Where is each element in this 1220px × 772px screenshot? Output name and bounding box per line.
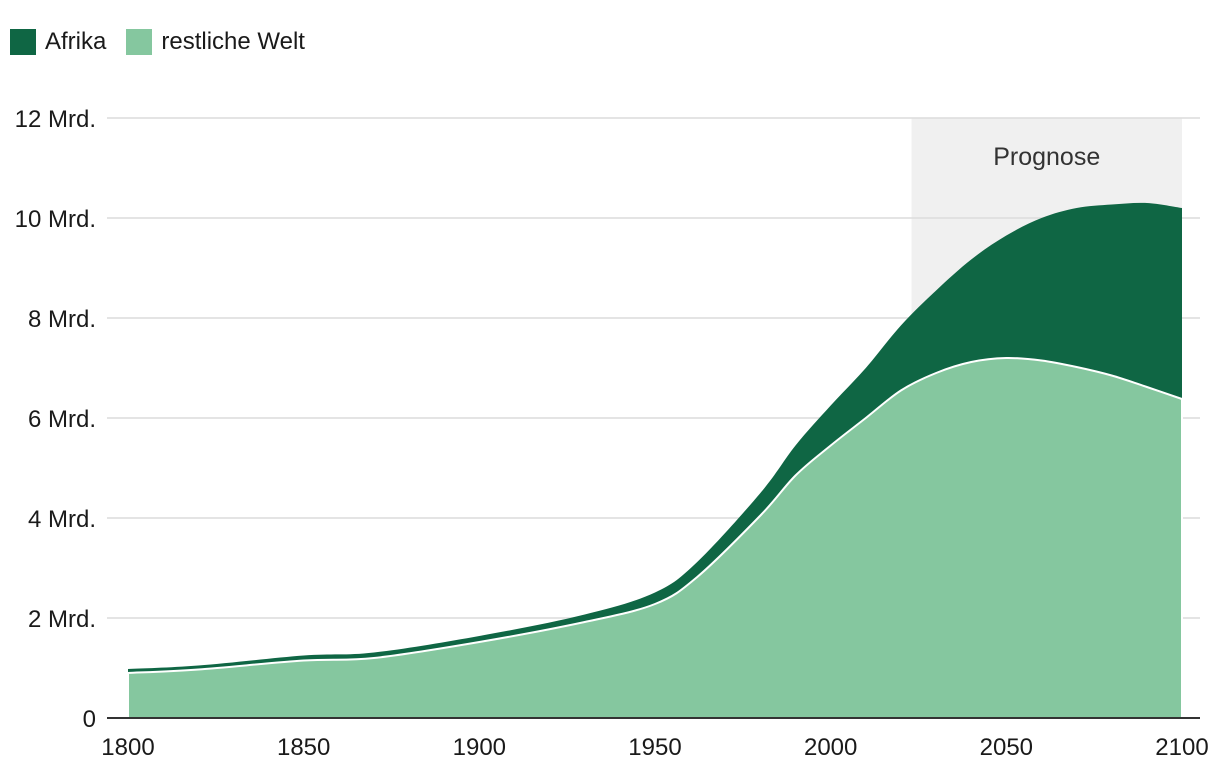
- y-tick-label-4: 4 Mrd.: [28, 506, 96, 533]
- legend-item-restliche-welt: restliche Welt: [126, 28, 305, 56]
- x-tick-label-1800: 1800: [101, 734, 154, 761]
- x-tick-label-1850: 1850: [277, 734, 330, 761]
- legend-label-restliche-welt: restliche Welt: [161, 28, 305, 55]
- y-tick-label-6: 6 Mrd.: [28, 406, 96, 433]
- y-tick-label-2: 2 Mrd.: [28, 606, 96, 633]
- x-tick-label-2100: 2100: [1155, 734, 1208, 761]
- legend-label-afrika: Afrika: [45, 28, 107, 55]
- legend: Afrika restliche Welt: [10, 28, 305, 56]
- legend-item-afrika: Afrika: [10, 28, 106, 56]
- y-tick-label-12: 12 Mrd.: [15, 106, 96, 133]
- x-tick-label-2000: 2000: [804, 734, 857, 761]
- y-tick-label-10: 10 Mrd.: [15, 206, 96, 233]
- legend-swatch-afrika: [10, 29, 36, 55]
- x-tick-label-2050: 2050: [980, 734, 1033, 761]
- y-tick-label-0: 0: [83, 706, 96, 733]
- area-restliche-welt: [127, 356, 1183, 719]
- prognose-label: Prognose: [993, 143, 1100, 171]
- legend-swatch-restliche-welt: [126, 29, 153, 55]
- x-tick-label-1900: 1900: [453, 734, 506, 761]
- y-tick-label-8: 8 Mrd.: [28, 306, 96, 333]
- x-tick-label-1950: 1950: [628, 734, 681, 761]
